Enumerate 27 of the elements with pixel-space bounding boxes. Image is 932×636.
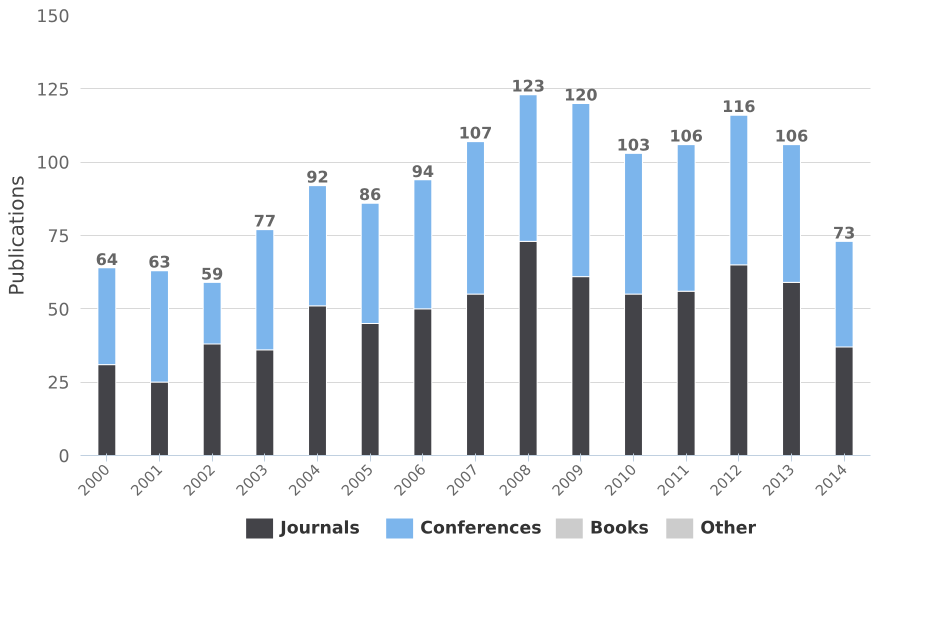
y-tick-label: 125: [36, 80, 70, 100]
y-axis-title: Publications: [4, 175, 28, 296]
legend-label: Other: [700, 518, 756, 538]
total-label: 107: [458, 124, 492, 143]
y-tick-label: 50: [47, 300, 70, 320]
y-tick-label: 25: [47, 374, 70, 394]
y-tick-label: 150: [36, 7, 70, 27]
total-label: 94: [412, 162, 434, 181]
y-tick-label: 75: [47, 227, 70, 247]
total-label: 103: [616, 135, 650, 154]
total-label: 77: [254, 212, 276, 231]
y-tick-label: 0: [58, 447, 70, 467]
total-label: 92: [306, 168, 329, 187]
total-label: 123: [511, 76, 545, 96]
total-label: 64: [96, 250, 118, 269]
total-label: 106: [774, 126, 808, 146]
total-label: 120: [564, 86, 598, 104]
legend-label: Conferences: [420, 518, 542, 538]
legend-label: Books: [590, 518, 649, 538]
y-tick-label: 100: [36, 154, 70, 174]
total-label: 63: [148, 252, 171, 272]
total-label: 59: [201, 264, 224, 284]
total-label: 73: [833, 223, 856, 242]
legend-label: Journals: [279, 518, 360, 538]
total-label: 106: [669, 126, 703, 146]
total-label: 86: [359, 185, 382, 204]
total-label: 116: [722, 97, 756, 116]
